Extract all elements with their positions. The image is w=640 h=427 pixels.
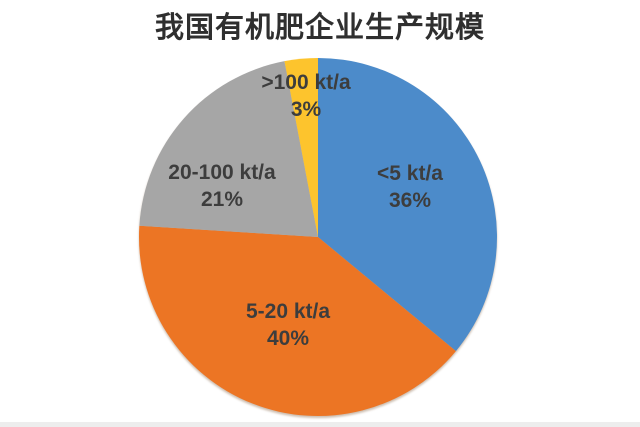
pie-slice-gt100 (284, 58, 318, 237)
bottom-divider (0, 422, 640, 427)
chart-title: 我国有机肥企业生产规模 (154, 10, 485, 44)
pie-slice-5to20 (138, 225, 456, 417)
pie-slice-20to100 (139, 61, 318, 237)
pie-slice-lt5 (318, 58, 497, 352)
